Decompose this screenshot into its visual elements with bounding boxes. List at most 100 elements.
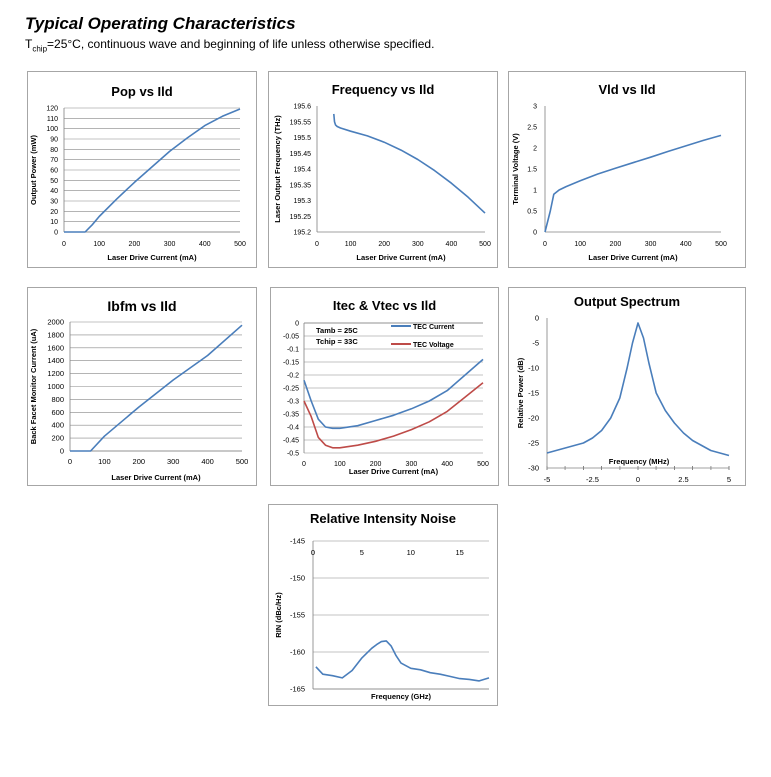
x-tick-label: 100	[574, 241, 586, 248]
y-tick-label: 1400	[47, 356, 64, 365]
x-tick-label: 0	[311, 548, 315, 557]
y-tick-label: -0.1	[287, 347, 299, 354]
x-tick-label: 400	[446, 241, 458, 248]
x-tick-label: 15	[455, 548, 463, 557]
y-tick-label: 400	[51, 421, 64, 430]
x-axis-label: Frequency (MHz)	[609, 457, 670, 466]
x-tick-label: 200	[610, 241, 622, 248]
y-tick-label: 195.35	[290, 182, 312, 189]
y-tick-label: 200	[51, 434, 64, 443]
chart-pop: Pop vs Ild 0 10 20 30 40 50 60 70 80 90 100 110 120 0 1…	[29, 84, 246, 262]
y-tick-label: 3	[533, 104, 537, 111]
x-axis-label: Laser Drive Current (mA)	[588, 253, 678, 262]
y-tick-label: 600	[51, 408, 64, 417]
y-tick-label: -0.5	[287, 451, 299, 458]
series-line-1	[64, 108, 241, 233]
y-tick-label: 50	[50, 178, 58, 185]
series-line-1	[333, 113, 486, 214]
legend-label: TEC Current	[413, 324, 455, 331]
x-tick-label: 500	[477, 461, 489, 468]
legend-label: TEC Voltage	[413, 342, 454, 349]
y-tick-label: 0	[60, 447, 64, 456]
y-tick-label: 2000	[47, 318, 64, 327]
x-tick-label: 10	[407, 548, 415, 557]
x-tick-label: 2.5	[678, 475, 688, 484]
y-tick-label: -30	[528, 464, 539, 473]
x-tick-label: 400	[199, 241, 211, 248]
x-tick-label: 400	[680, 241, 692, 248]
y-tick-label: 1000	[47, 382, 64, 391]
y-tick-label: 110	[47, 116, 58, 123]
page-subtitle: Tchip=25°C, continuous wave and beginnin…	[25, 37, 434, 53]
chart-spectrum: Output Spectrum -30 -25 -20 -15 -10 -5 0 -5 -2.5 0…	[516, 294, 731, 484]
chart-title: Ibfm vs Ild	[107, 298, 176, 314]
series-line-1	[546, 322, 730, 457]
y-axis-label: Terminal Voltage (V)	[511, 133, 520, 205]
y-tick-label: 195.6	[293, 104, 311, 111]
page-title: Typical Operating Characteristics	[25, 14, 296, 33]
x-tick-label: 500	[236, 457, 249, 466]
x-axis-label: Laser Drive Current (mA)	[107, 253, 197, 262]
x-tick-label: 100	[334, 461, 346, 468]
chart-rin: Relative Intensity Noise -145 -150 -155 -160…	[274, 511, 490, 701]
series-line-1	[544, 134, 722, 233]
y-tick-label: 195.45	[290, 151, 312, 158]
y-tick-label: 1600	[47, 343, 64, 352]
x-axis-label: Laser Drive Current (mA)	[111, 473, 201, 482]
x-tick-label: 300	[406, 461, 418, 468]
x-tick-label: 500	[715, 241, 727, 248]
y-tick-label: 195.55	[290, 119, 312, 126]
y-tick-label: 1200	[47, 369, 64, 378]
y-tick-label: 10	[50, 219, 58, 226]
x-tick-label: 300	[645, 241, 657, 248]
y-tick-label: -165	[290, 685, 305, 694]
y-tick-label: -150	[290, 574, 305, 583]
y-tick-label: 0	[533, 230, 537, 237]
chart-panel-rin: Relative Intensity Noise -145 -150 -155 -160…	[268, 504, 498, 706]
y-tick-label: 100	[46, 126, 58, 133]
y-tick-label: 195.2	[293, 230, 311, 237]
y-tick-label: 90	[50, 137, 58, 144]
x-axis-label: Frequency (GHz)	[371, 692, 432, 701]
chart-title: Frequency vs Ild	[332, 82, 435, 97]
x-tick-label: 500	[234, 241, 246, 248]
y-tick-label: -0.2	[287, 373, 299, 380]
y-tick-label: -15	[528, 389, 539, 398]
y-axis-label: RIN (dBc/Hz)	[274, 592, 283, 638]
y-tick-label: -0.3	[287, 399, 299, 406]
x-tick-label: 300	[412, 241, 424, 248]
annotation-text: Tamb = 25C	[316, 326, 358, 335]
chart-vld: Vld vs Ild 0 0.5 1 1.5 2 2.5 3 0 100 200 300 400 500 L…	[511, 82, 727, 262]
y-tick-label: 0.5	[527, 209, 537, 216]
y-tick-label: -0.25	[283, 386, 299, 393]
y-tick-label: 195.5	[293, 135, 311, 142]
subtitle-symbol: T	[25, 37, 33, 51]
series-line-1	[303, 358, 484, 430]
x-tick-label: 500	[479, 241, 491, 248]
x-tick-label: 400	[201, 457, 214, 466]
y-tick-label: 0	[295, 321, 299, 328]
x-tick-label: 0	[315, 241, 319, 248]
series-line-2	[303, 382, 484, 449]
y-tick-label: -0.4	[287, 425, 299, 432]
x-tick-label: 5	[727, 475, 731, 484]
subtitle-subscript: chip	[32, 44, 48, 54]
x-tick-label: 100	[345, 241, 357, 248]
y-axis-label: Back Facet Monitor Current (uA)	[29, 328, 38, 444]
x-tick-label: 300	[164, 241, 176, 248]
y-tick-label: 1.5	[527, 167, 537, 174]
x-axis-label: Laser Drive Current (mA)	[356, 253, 446, 262]
y-tick-label: 70	[50, 157, 58, 164]
y-tick-label: -0.45	[283, 438, 299, 445]
y-tick-label: -10	[528, 364, 539, 373]
chart-title: Output Spectrum	[574, 294, 680, 309]
subtitle-text: =25°C, continuous wave and beginning of …	[47, 37, 435, 51]
x-tick-label: 0	[636, 475, 640, 484]
chart-panel-ibfm: Ibfm vs Ild 0 200 400 600 800 1000 1200 1400 1600…	[27, 287, 257, 486]
x-tick-label: 200	[129, 241, 141, 248]
x-tick-label: 0	[68, 457, 72, 466]
y-tick-label: 30	[50, 199, 58, 206]
x-tick-label: 5	[360, 548, 364, 557]
y-axis-label: Relative Power (dB)	[516, 357, 525, 428]
y-axis-label: Output Power (mW)	[29, 135, 38, 205]
